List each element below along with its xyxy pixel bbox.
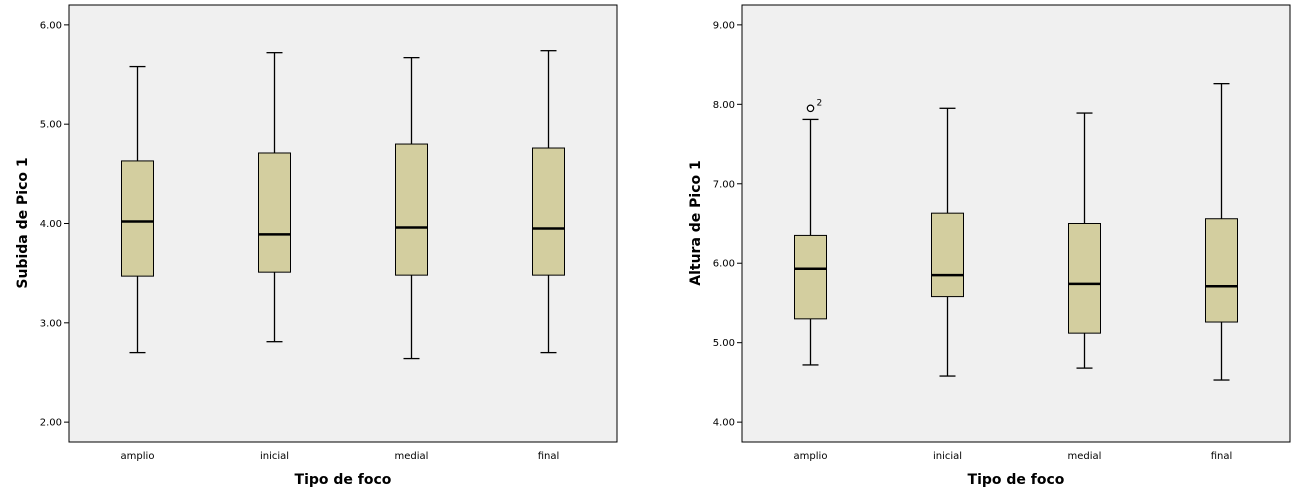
y-axis-title-right: Altura de Pico 1 — [688, 160, 704, 286]
y-tick-label: 8.00 — [713, 100, 735, 111]
iqr-box — [258, 152, 291, 273]
x-axis-title-left: Tipo de foco — [295, 472, 392, 488]
x-tick-label: inicial — [260, 451, 289, 462]
box-group-inicial — [931, 107, 964, 377]
iqr-box — [931, 212, 964, 298]
iqr-box — [395, 143, 428, 276]
box-group-amplio: 2 — [794, 98, 827, 366]
y-axis-title-left: Subida de Pico 1 — [15, 157, 31, 288]
y-tick-label: 5.00 — [40, 120, 62, 131]
y-tick-label: 2.00 — [40, 418, 62, 429]
iqr-box — [121, 160, 154, 277]
chart-panel-left: 2.00 3.00 4.00 5.00 6.00 amplio inicial medial… — [15, 4, 618, 488]
y-tick-label: 6.00 — [40, 20, 62, 31]
y-tick-label: 7.00 — [713, 179, 735, 190]
outlier-point — [806, 104, 815, 113]
x-tick-label: amplio — [121, 451, 155, 462]
boxes-left — [121, 50, 565, 360]
box-group-amplio — [121, 65, 154, 354]
outlier-label: 2 — [817, 98, 823, 108]
y-tick-label: 3.00 — [40, 318, 62, 329]
plot-area-right — [741, 4, 1291, 443]
x-axis-title-right: Tipo de foco — [968, 472, 1065, 488]
x-tick-label: final — [1211, 451, 1233, 462]
chart-panel-right: 4.00 5.00 6.00 7.00 8.00 9.00 2 amplio inicial… — [688, 4, 1291, 488]
iqr-box — [1205, 218, 1238, 323]
box-group-medial — [1068, 112, 1101, 369]
box-group-final — [1205, 83, 1238, 381]
x-tick-label: final — [538, 451, 560, 462]
x-ticks-left: amplio inicial medial final — [121, 451, 560, 462]
iqr-box — [794, 234, 827, 320]
y-tick-label: 5.00 — [713, 338, 735, 349]
y-tick-label: 4.00 — [40, 219, 62, 230]
x-tick-label: inicial — [933, 451, 962, 462]
box-group-inicial — [258, 52, 291, 343]
y-ticks-left: 2.00 3.00 4.00 5.00 6.00 — [40, 20, 69, 429]
y-ticks-right: 4.00 5.00 6.00 7.00 8.00 9.00 — [713, 20, 742, 429]
y-tick-label: 6.00 — [713, 259, 735, 270]
box-group-medial — [395, 56, 428, 360]
x-tick-label: medial — [395, 451, 429, 462]
plot-area-left — [68, 4, 618, 443]
boxes-right: 2 — [794, 83, 1238, 381]
x-tick-label: amplio — [794, 451, 828, 462]
y-tick-label: 4.00 — [713, 418, 735, 429]
y-tick-label: 9.00 — [713, 20, 735, 31]
iqr-box — [532, 147, 565, 276]
x-tick-label: medial — [1068, 451, 1102, 462]
iqr-box — [1068, 223, 1101, 334]
x-ticks-right: amplio inicial medial final — [794, 451, 1233, 462]
box-group-final — [532, 50, 565, 354]
